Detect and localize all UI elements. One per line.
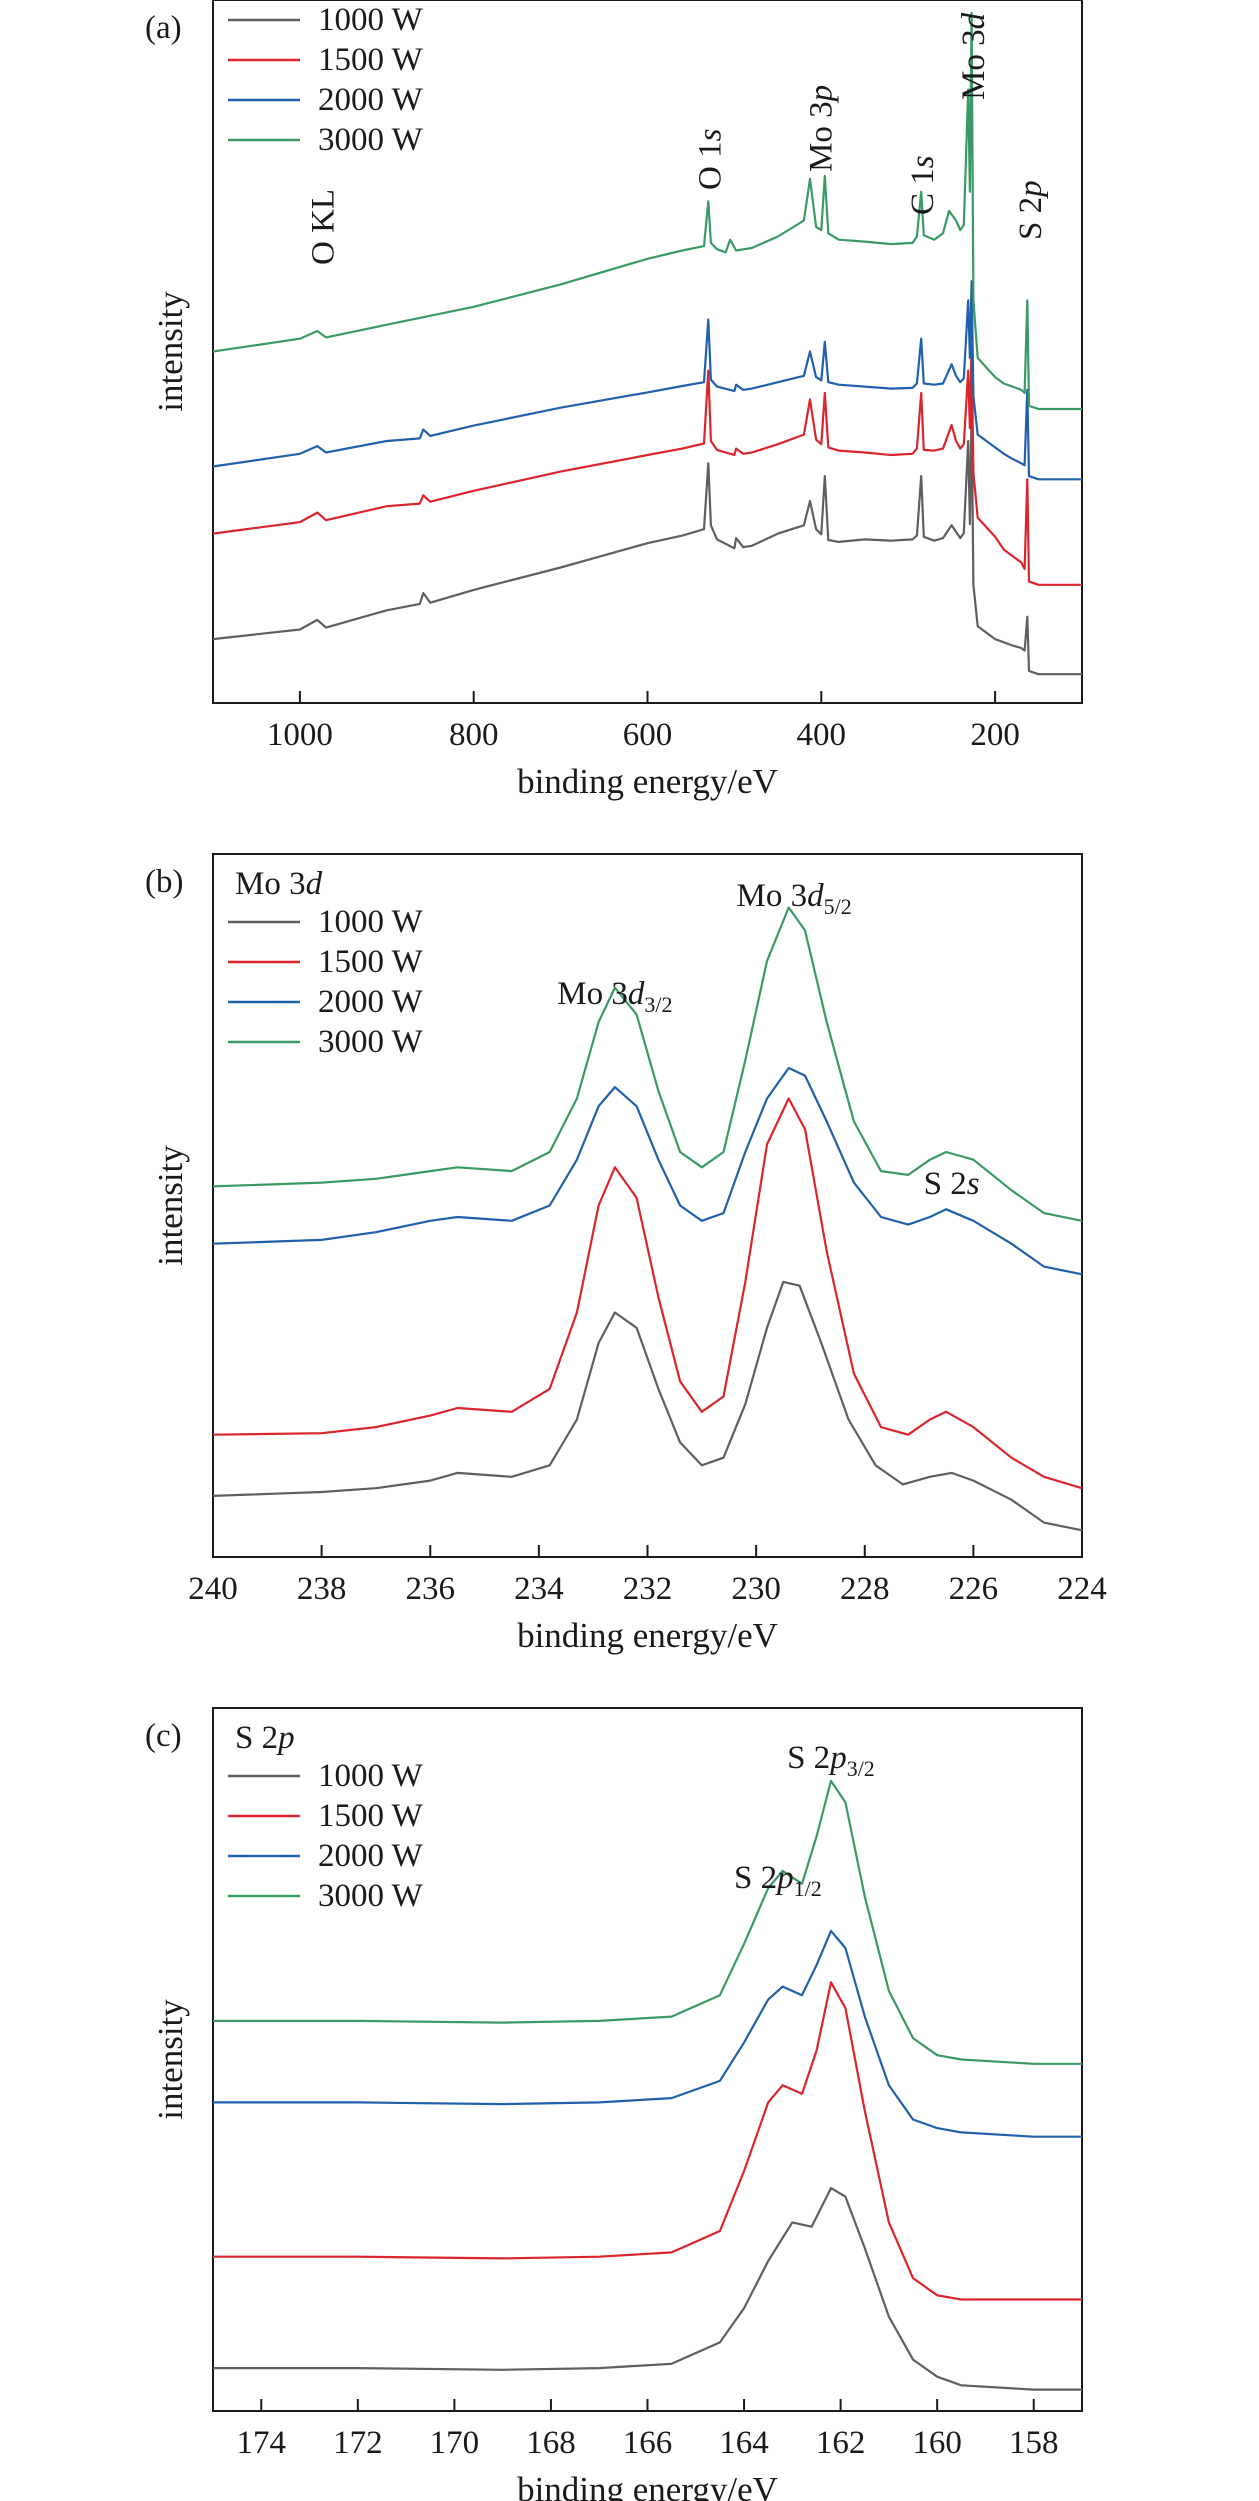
series-line-1000-w <box>213 2187 1082 2391</box>
panel-label: (b) <box>145 864 183 900</box>
x-tick-label: 172 <box>333 2425 383 2461</box>
series-line-3000-w <box>212 11 1082 411</box>
x-tick-label: 224 <box>1057 1571 1107 1607</box>
peak-annotation: S 2p3/2 <box>787 1740 875 1781</box>
x-tick-label: 158 <box>1009 2425 1059 2461</box>
x-tick-label: 200 <box>970 717 1020 753</box>
x-tick-label: 232 <box>623 1571 673 1607</box>
x-tick-label: 226 <box>949 1571 999 1607</box>
series-line-3000-w <box>212 906 1083 1222</box>
peak-annotation: O KL <box>306 189 342 265</box>
series-line-1000-w <box>212 1280 1083 1532</box>
y-axis-title: intensity <box>151 291 190 412</box>
x-tick-label: 240 <box>188 1571 238 1607</box>
chart-panel-1: 1000 800 600 400 200 binding energy/eV intensi… <box>145 0 1083 801</box>
peak-annotation: O 1s <box>692 129 728 190</box>
x-axis-title: binding energy/eV <box>517 1616 778 1655</box>
series-line-1000-w <box>212 407 1082 676</box>
x-tick-label: 162 <box>816 2425 866 2461</box>
x-axis-title: binding energy/eV <box>517 2470 778 2501</box>
x-tick-label: 164 <box>719 2425 769 2461</box>
peak-annotation: Mo 3p <box>804 85 840 172</box>
legend-label: 2000 W <box>318 984 424 1020</box>
legend-label: 1500 W <box>318 1798 424 1834</box>
legend-label: 2000 W <box>318 1838 424 1874</box>
x-tick-label: 1000 <box>267 717 333 753</box>
x-tick-label: 800 <box>449 717 499 753</box>
peak-annotation: S 2s <box>924 1166 980 1202</box>
chart-panel-2: 240 238 236 234 232 230 228 226 224 binding energ… <box>145 853 1107 1655</box>
x-tick-label: 228 <box>840 1571 890 1607</box>
panel-label: (c) <box>145 1718 182 1754</box>
legend-label: 3000 W <box>318 122 424 158</box>
peak-annotation: S 2p <box>1013 180 1049 240</box>
legend-label: 3000 W <box>318 1024 424 1060</box>
panel-title: Mo 3d <box>235 866 323 902</box>
peak-annotation: Mo 3d3/2 <box>557 976 672 1017</box>
chart-panel-3: 174 172 170 168 166 164 162 160 158 binding energ… <box>145 1707 1083 2501</box>
peak-annotation: S 2p1/2 <box>734 1860 822 1901</box>
legend-label: 1000 W <box>318 2 424 38</box>
series-line-2000-w <box>213 1929 1082 2138</box>
x-tick-label: 166 <box>623 2425 673 2461</box>
peak-annotation: Mo 3d <box>956 12 992 100</box>
peak-annotation: C 1s <box>905 155 941 215</box>
x-tick-label: 234 <box>514 1571 564 1607</box>
panel-title: S 2p <box>235 1720 295 1756</box>
series-line-2000-w <box>212 280 1082 481</box>
peak-annotation: Mo 3d5/2 <box>737 878 852 919</box>
legend-label: 2000 W <box>318 82 424 118</box>
series-line-1500-w <box>213 1981 1082 2301</box>
x-tick-label: 168 <box>526 2425 576 2461</box>
legend-label: 1500 W <box>318 944 424 980</box>
x-tick-label: 238 <box>297 1571 347 1607</box>
x-tick-label: 160 <box>912 2425 962 2461</box>
legend-label: 1500 W <box>318 42 424 78</box>
x-tick-label: 230 <box>731 1571 781 1607</box>
y-axis-title: intensity <box>151 1145 190 1266</box>
legend-label: 1000 W <box>318 1758 424 1794</box>
series-line-1500-w <box>212 1097 1083 1490</box>
panel-label: (a) <box>145 10 182 46</box>
x-tick-label: 170 <box>430 2425 480 2461</box>
legend-label: 3000 W <box>318 1878 424 1914</box>
x-tick-label: 236 <box>406 1571 456 1607</box>
x-tick-label: 400 <box>797 717 847 753</box>
series-line-1500-w <box>212 344 1082 586</box>
series-line-2000-w <box>212 1066 1083 1276</box>
x-tick-label: 600 <box>623 717 673 753</box>
x-axis-title: binding energy/eV <box>517 762 778 801</box>
legend-label: 1000 W <box>318 904 424 940</box>
y-axis-title: intensity <box>151 1999 190 2120</box>
series-line-3000-w <box>213 1779 1082 2065</box>
x-tick-label: 174 <box>237 2425 287 2461</box>
